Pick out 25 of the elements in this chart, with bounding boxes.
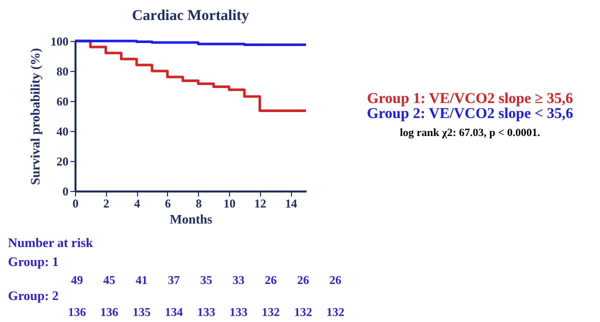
y-tick-label: 60 — [56, 94, 68, 108]
x-tick-label: 2 — [103, 196, 110, 210]
chart-title: Cardiac Mortality — [132, 8, 250, 24]
y-tick-label: 0 — [62, 184, 68, 198]
x-tick-label: 4 — [134, 196, 140, 210]
text: Group: 2 — [8, 288, 59, 303]
y-tick-label: 20 — [56, 154, 68, 168]
y-tick-label: 40 — [56, 124, 68, 138]
x-tick-label: 14 — [285, 196, 298, 210]
x-tick-label: 0 — [72, 196, 78, 210]
x-tick-label: 10 — [224, 196, 236, 210]
text: Number at risk — [8, 235, 94, 250]
y-tick-label: 100 — [50, 34, 68, 48]
y-tick-label: 80 — [56, 64, 68, 78]
text: 136 136 135 134 133 133 132 132 132 — [68, 305, 344, 319]
text: Group: 1 — [8, 254, 59, 269]
text: log rank χ2: 67.03, p < 0.0001. — [400, 127, 540, 139]
x-tick-label: 8 — [196, 196, 202, 210]
x-tick-label: 12 — [254, 196, 266, 210]
x-tick-label: 6 — [164, 196, 171, 210]
text: 49 45 41 37 35 33 26 26 26 — [71, 273, 342, 287]
text: Group 1: VE/VCO2 slope ≥ 35,6 — [366, 91, 574, 107]
text: Group 2: VE/VCO2 slope < 35,6 — [366, 106, 574, 122]
y-axis-title: Survival probability (%) — [28, 48, 42, 186]
x-axis-title: Months — [170, 212, 212, 226]
